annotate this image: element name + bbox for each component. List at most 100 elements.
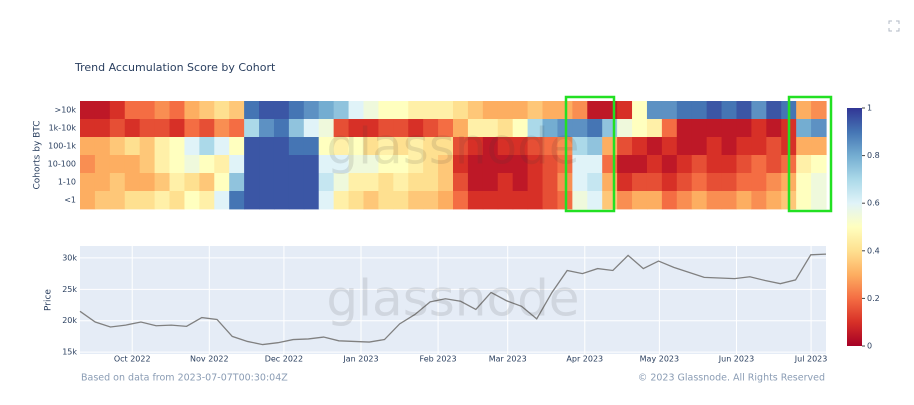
heat-cell xyxy=(736,191,752,210)
heat-cell xyxy=(482,137,499,156)
heat-cell xyxy=(259,119,275,138)
heat-cell xyxy=(751,173,767,192)
heat-cell xyxy=(661,137,678,156)
heat-cell xyxy=(184,173,200,192)
heat-cell xyxy=(423,155,439,174)
heat-cell xyxy=(602,155,618,174)
heat-cell xyxy=(393,137,409,156)
heat-cell xyxy=(602,173,618,192)
heat-cell xyxy=(632,101,648,120)
heat-cell xyxy=(423,173,439,192)
heat-cell xyxy=(303,173,320,192)
heat-cell xyxy=(363,191,379,210)
price-chart: Oct 2022 Nov 2022 Dec 2022 Jan 2023 Feb 2023… xyxy=(62,246,827,364)
heat-cell xyxy=(527,173,544,192)
colorbar-tick-label: 1 xyxy=(867,104,872,113)
heat-cell xyxy=(378,119,394,138)
heat-cell xyxy=(199,101,215,120)
heat-cell xyxy=(94,101,111,120)
heat-cell xyxy=(109,173,126,192)
heat-cell xyxy=(378,155,394,174)
heat-cell xyxy=(363,119,379,138)
heat-cell xyxy=(348,101,365,120)
heat-cell xyxy=(199,137,215,156)
heat-cell xyxy=(482,191,499,210)
heat-cell xyxy=(796,137,812,156)
heat-cell xyxy=(184,101,200,120)
heat-cell xyxy=(408,101,424,120)
y-tick-label: 30k xyxy=(62,253,77,262)
heat-cell xyxy=(751,155,767,174)
heat-cell xyxy=(751,191,767,210)
heat-cell xyxy=(676,119,693,138)
heat-cell xyxy=(259,101,275,120)
heat-cell xyxy=(273,137,290,156)
heat-cell xyxy=(333,137,350,156)
heat-cell xyxy=(303,137,320,156)
heat-cell xyxy=(512,191,529,210)
heat-cell xyxy=(736,101,752,120)
heat-cell xyxy=(94,119,111,138)
heat-cell xyxy=(408,119,424,138)
heat-cell xyxy=(363,155,379,174)
heat-cell xyxy=(288,119,305,138)
heat-cell xyxy=(139,191,156,210)
x-tick-label: Apr 2023 xyxy=(566,355,603,364)
heat-cell xyxy=(497,119,514,138)
heat-cell xyxy=(333,155,350,174)
heat-cell xyxy=(244,191,260,210)
heat-cell xyxy=(676,137,693,156)
y-tick-label: 100-1k xyxy=(48,142,76,151)
heat-cell xyxy=(706,173,723,192)
heat-cell xyxy=(796,191,812,210)
heat-cell xyxy=(453,101,469,120)
heat-cell xyxy=(467,101,484,120)
y-tick-label: 15k xyxy=(62,348,77,357)
heat-cell xyxy=(169,173,186,192)
heat-cell xyxy=(617,119,633,138)
heat-cell xyxy=(408,137,424,156)
heat-cell xyxy=(423,137,439,156)
heat-cell xyxy=(542,173,559,192)
heat-cell xyxy=(154,119,171,138)
expand-icon[interactable] xyxy=(888,20,900,32)
heat-cell xyxy=(691,101,708,120)
heat-cell xyxy=(721,191,738,210)
heat-cell xyxy=(766,101,782,120)
heat-cell xyxy=(333,119,350,138)
heat-cell xyxy=(288,155,305,174)
heat-cell xyxy=(259,155,275,174)
heat-cell xyxy=(811,155,827,174)
heat-cell xyxy=(139,101,156,120)
x-tick-label: Mar 2023 xyxy=(489,355,527,364)
heat-cell xyxy=(333,191,350,210)
y-tick-label: >10k xyxy=(54,106,76,115)
heat-cell xyxy=(109,155,126,174)
y-tick-label: 1-10 xyxy=(58,178,76,187)
heat-cell xyxy=(318,101,335,120)
expand-icon-path[interactable] xyxy=(888,20,900,32)
heat-cell xyxy=(497,191,514,210)
heat-cell xyxy=(542,137,559,156)
price-line xyxy=(79,253,827,346)
heat-cell xyxy=(124,173,141,192)
heat-cell xyxy=(796,119,812,138)
x-tick-label: Feb 2023 xyxy=(420,355,457,364)
heat-cell xyxy=(184,191,200,210)
y-axis-title: Cohorts by BTC xyxy=(33,120,43,189)
x-tick-label: Dec 2022 xyxy=(265,355,303,364)
heat-cell xyxy=(602,137,618,156)
heat-cell xyxy=(438,155,454,174)
heat-cell xyxy=(169,191,186,210)
heat-cell xyxy=(572,137,588,156)
heat-cell xyxy=(423,119,439,138)
heat-cell xyxy=(646,137,663,156)
heat-cell xyxy=(587,101,603,120)
heat-cell xyxy=(482,119,499,138)
heat-cell xyxy=(587,191,603,210)
heat-cell xyxy=(199,119,215,138)
y-tick-label: 20k xyxy=(62,316,77,325)
heat-cell xyxy=(318,137,335,156)
heat-cell xyxy=(229,173,245,192)
heat-cell xyxy=(632,119,648,138)
